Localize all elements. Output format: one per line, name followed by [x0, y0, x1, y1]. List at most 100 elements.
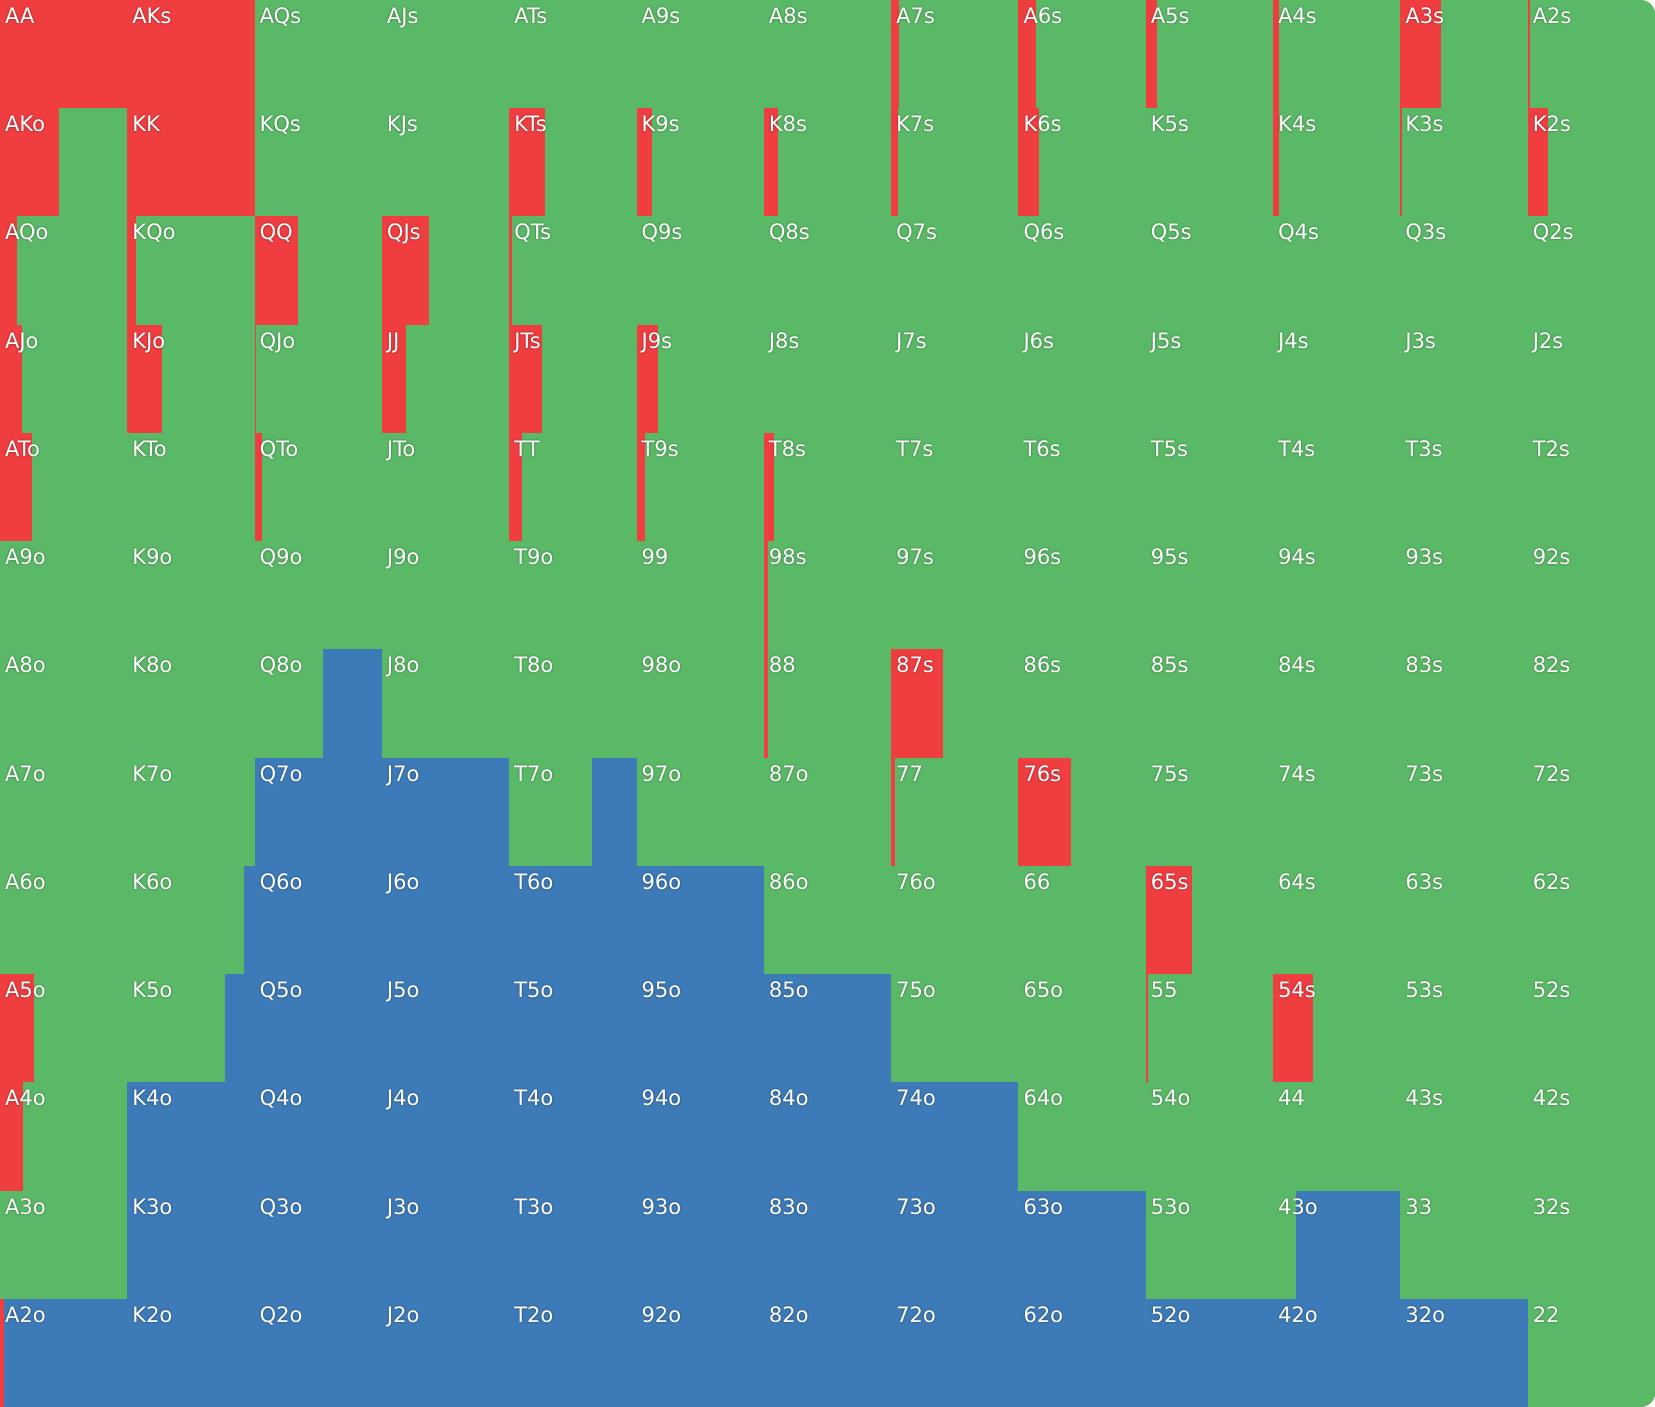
- hand-cell[interactable]: 84o: [763, 1082, 892, 1191]
- hand-cell[interactable]: T6s: [1018, 432, 1146, 542]
- hand-cell[interactable]: J9o: [381, 541, 510, 650]
- hand-cell[interactable]: A8o: [0, 649, 128, 758]
- hand-cell[interactable]: Q4s: [1273, 216, 1401, 325]
- hand-cell[interactable]: A5s: [1145, 0, 1274, 109]
- hand-cell[interactable]: QJs: [381, 216, 510, 325]
- hand-cell[interactable]: 32s: [1527, 1190, 1655, 1299]
- hand-cell[interactable]: A9o: [0, 541, 128, 650]
- hand-cell[interactable]: 82o: [763, 1298, 892, 1407]
- hand-cell[interactable]: 93o: [636, 1190, 764, 1299]
- hand-cell[interactable]: 55: [1145, 974, 1274, 1083]
- hand-cell[interactable]: 66: [1018, 865, 1146, 975]
- hand-cell[interactable]: TT: [509, 432, 637, 542]
- hand-cell[interactable]: 53o: [1145, 1190, 1274, 1299]
- hand-cell[interactable]: A7s: [891, 0, 1019, 109]
- hand-cell[interactable]: Q3s: [1400, 216, 1528, 325]
- hand-cell[interactable]: J7s: [891, 324, 1019, 433]
- hand-cell[interactable]: A2o: [0, 1298, 128, 1407]
- hand-cell[interactable]: J2o: [381, 1298, 510, 1407]
- hand-cell[interactable]: 77: [891, 757, 1019, 866]
- hand-cell[interactable]: 64s: [1273, 865, 1401, 975]
- hand-cell[interactable]: T5s: [1145, 432, 1274, 542]
- hand-cell[interactable]: J8s: [763, 324, 892, 433]
- hand-cell[interactable]: 95o: [636, 974, 764, 1083]
- hand-cell[interactable]: 42s: [1527, 1082, 1655, 1191]
- hand-cell[interactable]: 75s: [1145, 757, 1274, 866]
- hand-cell[interactable]: 65s: [1145, 865, 1274, 975]
- hand-cell[interactable]: 74s: [1273, 757, 1401, 866]
- hand-cell[interactable]: K5s: [1145, 108, 1274, 217]
- hand-cell[interactable]: T9o: [509, 541, 637, 650]
- hand-cell[interactable]: 85s: [1145, 649, 1274, 758]
- hand-cell[interactable]: Q2s: [1527, 216, 1655, 325]
- hand-cell[interactable]: AKs: [127, 0, 255, 109]
- hand-cell[interactable]: J6s: [1018, 324, 1146, 433]
- hand-cell[interactable]: 83o: [763, 1190, 892, 1299]
- hand-cell[interactable]: T2s: [1527, 432, 1655, 542]
- hand-cell[interactable]: AJo: [0, 324, 128, 433]
- hand-cell[interactable]: 54o: [1145, 1082, 1274, 1191]
- hand-cell[interactable]: A7o: [0, 757, 128, 866]
- hand-cell[interactable]: KJo: [127, 324, 255, 433]
- hand-cell[interactable]: K3s: [1400, 108, 1528, 217]
- hand-cell[interactable]: J3o: [381, 1190, 510, 1299]
- hand-cell[interactable]: A9s: [636, 0, 764, 109]
- hand-cell[interactable]: K4o: [127, 1082, 255, 1191]
- hand-cell[interactable]: QQ: [254, 216, 382, 325]
- hand-cell[interactable]: 87o: [763, 757, 892, 866]
- hand-cell[interactable]: 65o: [1018, 974, 1146, 1083]
- hand-cell[interactable]: A4s: [1273, 0, 1401, 109]
- hand-cell[interactable]: 62o: [1018, 1298, 1146, 1407]
- hand-cell[interactable]: 96s: [1018, 541, 1146, 650]
- hand-cell[interactable]: T4o: [509, 1082, 637, 1191]
- hand-cell[interactable]: T8s: [763, 432, 892, 542]
- hand-cell[interactable]: Q4o: [254, 1082, 382, 1191]
- hand-cell[interactable]: J4s: [1273, 324, 1401, 433]
- hand-cell[interactable]: 92o: [636, 1298, 764, 1407]
- hand-cell[interactable]: Q5o: [254, 974, 382, 1083]
- hand-cell[interactable]: J8o: [381, 649, 510, 758]
- hand-cell[interactable]: K7o: [127, 757, 255, 866]
- hand-cell[interactable]: 88: [763, 649, 892, 758]
- hand-cell[interactable]: 73o: [891, 1190, 1019, 1299]
- hand-cell[interactable]: J9s: [636, 324, 764, 433]
- hand-cell[interactable]: AQo: [0, 216, 128, 325]
- hand-cell[interactable]: 84s: [1273, 649, 1401, 758]
- hand-cell[interactable]: 63s: [1400, 865, 1528, 975]
- hand-cell[interactable]: 83s: [1400, 649, 1528, 758]
- hand-cell[interactable]: A8s: [763, 0, 892, 109]
- hand-cell[interactable]: 92s: [1527, 541, 1655, 650]
- hand-cell[interactable]: Q6o: [254, 865, 382, 975]
- hand-cell[interactable]: 97s: [891, 541, 1019, 650]
- hand-cell[interactable]: 53s: [1400, 974, 1528, 1083]
- hand-cell[interactable]: 44: [1273, 1082, 1401, 1191]
- hand-cell[interactable]: K2o: [127, 1298, 255, 1407]
- hand-cell[interactable]: T7s: [891, 432, 1019, 542]
- hand-cell[interactable]: K5o: [127, 974, 255, 1083]
- hand-cell[interactable]: A3s: [1400, 0, 1528, 109]
- hand-cell[interactable]: A4o: [0, 1082, 128, 1191]
- hand-cell[interactable]: 85o: [763, 974, 892, 1083]
- hand-cell[interactable]: K3o: [127, 1190, 255, 1299]
- hand-cell[interactable]: 22: [1527, 1298, 1655, 1407]
- hand-cell[interactable]: T4s: [1273, 432, 1401, 542]
- hand-cell[interactable]: Q8s: [763, 216, 892, 325]
- hand-cell[interactable]: 64o: [1018, 1082, 1146, 1191]
- hand-cell[interactable]: T6o: [509, 865, 637, 975]
- hand-cell[interactable]: 52s: [1527, 974, 1655, 1083]
- hand-cell[interactable]: JTo: [381, 432, 510, 542]
- hand-cell[interactable]: 94s: [1273, 541, 1401, 650]
- hand-cell[interactable]: KTs: [509, 108, 637, 217]
- hand-cell[interactable]: A3o: [0, 1190, 128, 1299]
- hand-cell[interactable]: 43s: [1400, 1082, 1528, 1191]
- hand-cell[interactable]: 73s: [1400, 757, 1528, 866]
- hand-cell[interactable]: 95s: [1145, 541, 1274, 650]
- hand-cell[interactable]: QTs: [509, 216, 637, 325]
- hand-cell[interactable]: J2s: [1527, 324, 1655, 433]
- hand-cell[interactable]: 93s: [1400, 541, 1528, 650]
- hand-cell[interactable]: 42o: [1273, 1298, 1401, 1407]
- hand-cell[interactable]: KTo: [127, 432, 255, 542]
- hand-cell[interactable]: K9s: [636, 108, 764, 217]
- hand-cell[interactable]: K4s: [1273, 108, 1401, 217]
- hand-cell[interactable]: 33: [1400, 1190, 1528, 1299]
